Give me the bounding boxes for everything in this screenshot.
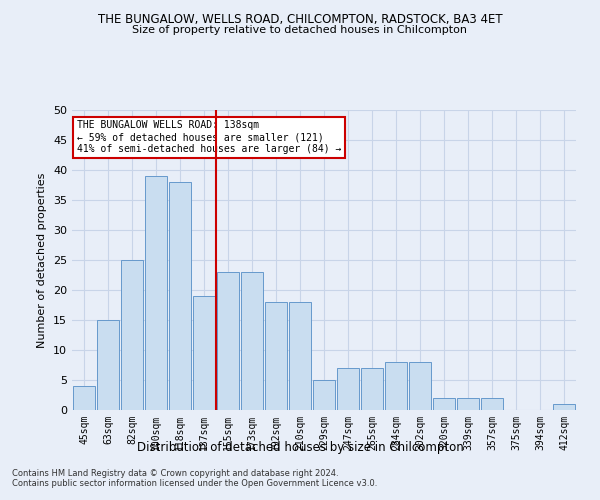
Text: Contains HM Land Registry data © Crown copyright and database right 2024.: Contains HM Land Registry data © Crown c… xyxy=(12,468,338,477)
Bar xyxy=(121,260,143,410)
Text: Size of property relative to detached houses in Chilcompton: Size of property relative to detached ho… xyxy=(133,25,467,35)
Bar xyxy=(409,362,431,410)
Bar xyxy=(553,404,575,410)
Text: Distribution of detached houses by size in Chilcompton: Distribution of detached houses by size … xyxy=(137,441,463,454)
Bar xyxy=(433,398,455,410)
Bar xyxy=(169,182,191,410)
Bar xyxy=(289,302,311,410)
Bar xyxy=(481,398,503,410)
Bar xyxy=(73,386,95,410)
Bar xyxy=(193,296,215,410)
Bar xyxy=(265,302,287,410)
Bar xyxy=(457,398,479,410)
Bar xyxy=(241,272,263,410)
Bar xyxy=(217,272,239,410)
Bar xyxy=(337,368,359,410)
Bar xyxy=(361,368,383,410)
Y-axis label: Number of detached properties: Number of detached properties xyxy=(37,172,47,348)
Text: Contains public sector information licensed under the Open Government Licence v3: Contains public sector information licen… xyxy=(12,478,377,488)
Bar xyxy=(313,380,335,410)
Text: THE BUNGALOW, WELLS ROAD, CHILCOMPTON, RADSTOCK, BA3 4ET: THE BUNGALOW, WELLS ROAD, CHILCOMPTON, R… xyxy=(98,12,502,26)
Text: THE BUNGALOW WELLS ROAD: 138sqm
← 59% of detached houses are smaller (121)
41% o: THE BUNGALOW WELLS ROAD: 138sqm ← 59% of… xyxy=(77,120,341,154)
Bar xyxy=(97,320,119,410)
Bar xyxy=(385,362,407,410)
Bar xyxy=(145,176,167,410)
